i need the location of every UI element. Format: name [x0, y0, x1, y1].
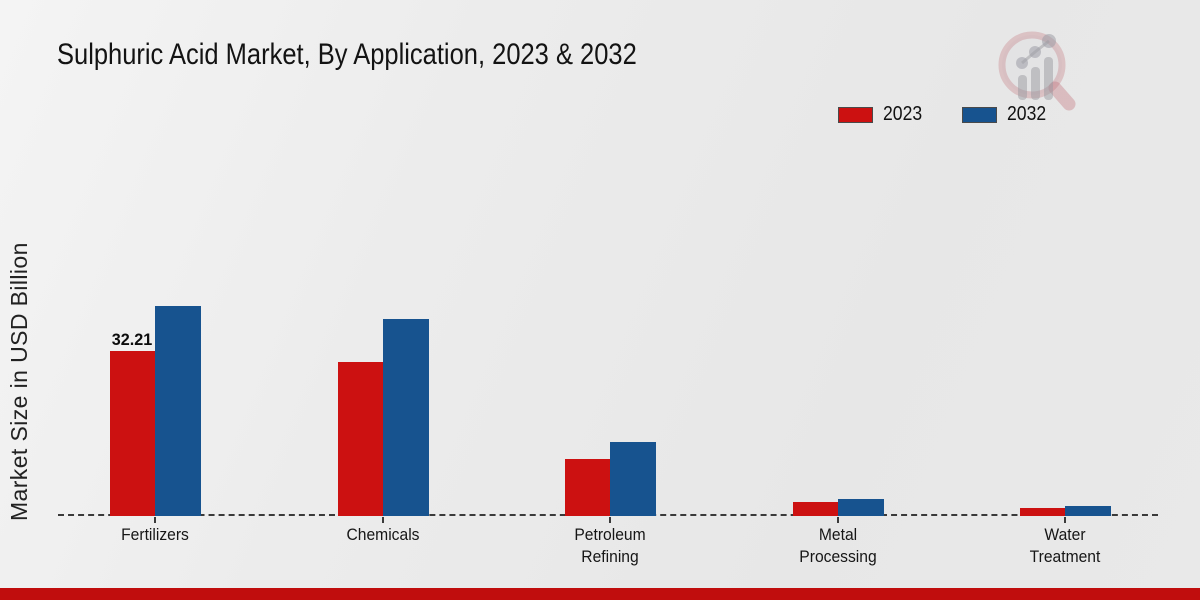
bar-metal-processing-2032: [837, 499, 884, 516]
legend: 2023 2032: [838, 103, 1051, 126]
bar-water-treatment-2032: [1065, 506, 1112, 516]
bar-water-treatment-2023: [1020, 508, 1066, 516]
x-axis-label-metal-processing: Metal Processing: [799, 525, 877, 566]
x-axis-label-water-treatment: Water Treatment: [1030, 525, 1101, 566]
chart-title: Sulphuric Acid Market, By Application, 2…: [57, 38, 637, 71]
legend-item-2023: 2023: [838, 103, 928, 126]
legend-label-2023: 2023: [883, 103, 923, 125]
bar-chemicals-2032: [382, 319, 429, 516]
bar-fertilizers-2032: [155, 306, 201, 516]
bar-fertilizers-2023: [110, 351, 155, 516]
legend-label-2032: 2032: [1006, 103, 1046, 125]
x-axis-label-chemicals: Chemicals: [346, 525, 420, 544]
x-axis-label-petroleum-refining: Petroleum Refining: [574, 525, 646, 566]
x-axis-tick-metal-processing: [836, 517, 839, 523]
legend-item-2032: 2032: [961, 103, 1052, 126]
legend-swatch-2023: [838, 106, 873, 123]
footer-accent-band: [0, 588, 1200, 600]
x-axis-tick-petroleum-refining: [609, 517, 612, 523]
bar-value-label-fertilizers-2023: 32.21: [111, 330, 153, 349]
legend-swatch-2032: [961, 106, 997, 123]
magnifier-bar-chart-logo-icon: [998, 31, 1076, 111]
bar-petroleum-refining-2032: [610, 442, 657, 516]
x-axis-label-fertilizers: Fertilizers: [121, 525, 189, 544]
bar-metal-processing-2023: [792, 502, 838, 516]
bar-petroleum-refining-2023: [565, 459, 611, 516]
x-axis-tick-water-treatment: [1064, 517, 1067, 523]
x-axis-tick-chemicals: [381, 517, 384, 523]
y-axis-label: Market Size in USD Billion: [6, 242, 32, 522]
bar-chemicals-2023: [337, 362, 383, 516]
x-axis-tick-fertilizers: [154, 517, 156, 523]
